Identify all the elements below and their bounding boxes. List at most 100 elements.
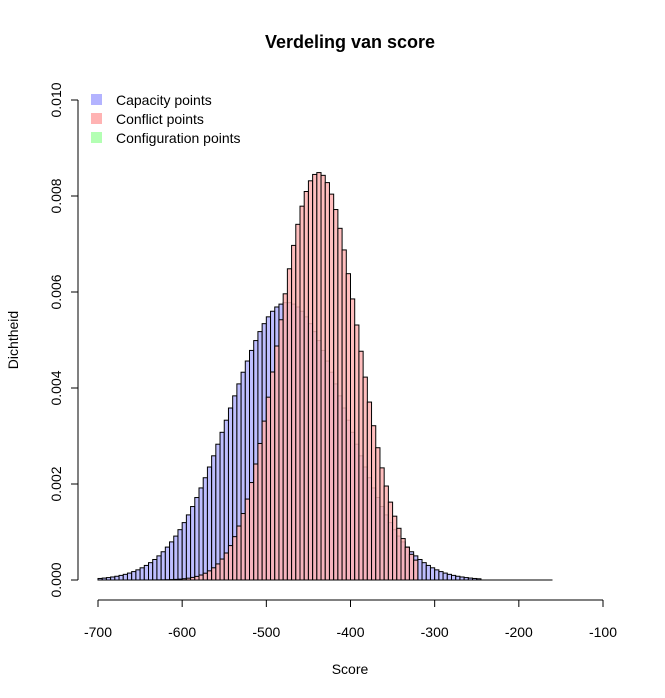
y-tick-label: 0.004 bbox=[48, 370, 64, 405]
histogram-bar bbox=[152, 558, 158, 581]
histogram-bar bbox=[261, 420, 267, 581]
histogram-bar bbox=[211, 567, 217, 581]
histogram-bar bbox=[206, 466, 213, 581]
histogram-bar bbox=[139, 567, 145, 581]
histogram-bar bbox=[122, 573, 128, 581]
x-tick-label: -200 bbox=[505, 624, 533, 640]
histogram-bar bbox=[282, 293, 288, 581]
histogram-bar bbox=[413, 559, 419, 581]
histogram-bar bbox=[265, 396, 272, 581]
y-tick-label: 0.010 bbox=[48, 82, 64, 117]
histogram-bar bbox=[169, 541, 175, 581]
legend-swatch bbox=[91, 113, 102, 124]
histogram-bar bbox=[135, 569, 141, 581]
histogram-bar bbox=[434, 569, 440, 581]
histogram-bar bbox=[181, 522, 187, 581]
histogram-bar bbox=[211, 455, 217, 581]
histogram-bar bbox=[274, 345, 280, 581]
histogram-bar bbox=[341, 249, 347, 581]
histogram-bar bbox=[328, 193, 335, 581]
legend-swatch bbox=[91, 132, 102, 143]
histogram-bar bbox=[295, 223, 301, 581]
histogram-bar bbox=[358, 350, 364, 581]
histogram-bar bbox=[299, 205, 305, 581]
histogram-bar bbox=[324, 182, 330, 581]
histogram-bar bbox=[286, 268, 293, 581]
histogram-bar bbox=[375, 447, 381, 581]
histogram-bar bbox=[451, 574, 457, 581]
histogram-bar bbox=[206, 570, 213, 581]
x-tick-label: -500 bbox=[252, 624, 280, 640]
histogram-bar bbox=[219, 431, 225, 581]
histogram-bar bbox=[118, 574, 124, 581]
histogram-bar bbox=[371, 425, 377, 581]
y-tick-label: 0.006 bbox=[48, 274, 64, 309]
histogram-bar bbox=[362, 376, 368, 581]
histogram-bar bbox=[337, 227, 343, 581]
histogram-bar bbox=[442, 572, 448, 581]
histogram-bar bbox=[177, 529, 183, 581]
histogram-bar bbox=[417, 558, 423, 581]
histogram-bar bbox=[190, 506, 196, 581]
histogram-bar bbox=[396, 527, 402, 581]
histogram-bar bbox=[404, 546, 410, 581]
x-tick-label: -100 bbox=[589, 624, 617, 640]
histogram-bar bbox=[400, 538, 406, 581]
histogram-bar bbox=[202, 572, 208, 581]
histogram-bar bbox=[198, 574, 204, 581]
x-tick-label: -700 bbox=[84, 624, 112, 640]
histogram-bar bbox=[333, 209, 339, 581]
histogram-bar bbox=[455, 575, 461, 581]
histogram-bar bbox=[156, 555, 162, 581]
histogram-bar bbox=[278, 319, 284, 581]
histogram-bar bbox=[198, 487, 204, 581]
histogram-bar bbox=[383, 485, 389, 581]
histogram-bar bbox=[232, 536, 238, 581]
histogram-bar bbox=[194, 575, 200, 581]
histogram-bar bbox=[425, 564, 431, 581]
bars-layer bbox=[97, 172, 553, 581]
histogram-bar bbox=[366, 401, 373, 581]
x-tick-label: -600 bbox=[168, 624, 196, 640]
y-tick-label: 0.000 bbox=[48, 562, 64, 597]
histogram-bar bbox=[387, 501, 394, 581]
legend-label: Capacity points bbox=[116, 92, 212, 108]
histogram-bar bbox=[249, 482, 255, 581]
histogram-bar bbox=[316, 172, 322, 581]
axes-layer: -700 -600 -500 -400 -300 -200 -100 0.000 0.002 0.… bbox=[48, 82, 617, 640]
series-1-bars bbox=[131, 172, 419, 581]
histogram-bar bbox=[131, 571, 137, 581]
histogram-bar bbox=[291, 244, 297, 581]
histogram-bar bbox=[312, 173, 318, 581]
histogram-bar bbox=[194, 497, 200, 581]
histogram-bar bbox=[345, 273, 352, 581]
histogram-bar bbox=[126, 572, 133, 581]
histogram-bar bbox=[350, 298, 356, 581]
histogram-bar bbox=[223, 552, 229, 581]
histogram-bar bbox=[219, 558, 225, 581]
histogram-bar bbox=[215, 443, 221, 581]
histogram-bar bbox=[303, 191, 309, 581]
histogram-bar bbox=[148, 562, 154, 581]
histogram-bar bbox=[253, 463, 259, 581]
histogram-bar bbox=[392, 515, 398, 581]
histogram-bar bbox=[185, 514, 192, 581]
histogram-bar bbox=[160, 551, 166, 581]
histogram-bar bbox=[307, 180, 314, 581]
legend-label: Configuration points bbox=[116, 130, 241, 146]
histogram-bar bbox=[244, 498, 250, 581]
y-axis-label: Dichtheid bbox=[5, 311, 21, 369]
histogram-bar bbox=[240, 513, 246, 581]
legend-swatch bbox=[91, 94, 102, 105]
legend: Capacity points Conflict points Configurat… bbox=[91, 92, 241, 146]
x-tick-label: -400 bbox=[336, 624, 364, 640]
chart-title: Verdeling van score bbox=[265, 32, 435, 52]
histogram-bar bbox=[257, 442, 263, 581]
histogram-bar bbox=[270, 371, 276, 581]
histogram-bar bbox=[354, 324, 360, 581]
x-axis-label: Score bbox=[332, 661, 369, 677]
histogram-bar bbox=[421, 562, 427, 581]
histogram-bar bbox=[408, 553, 415, 581]
